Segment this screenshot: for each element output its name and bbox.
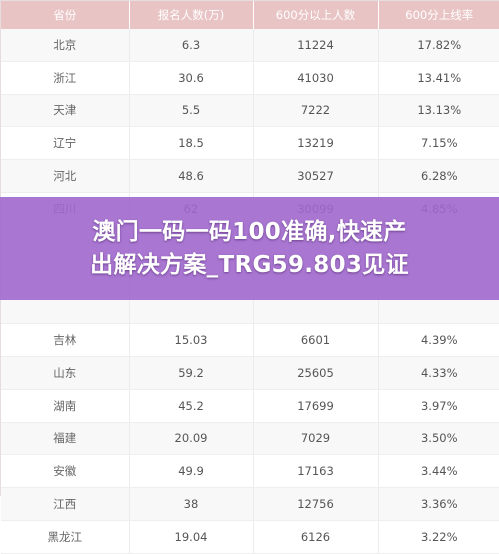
- cell-600-rate: 17.82%: [378, 29, 499, 62]
- cell-600-count: 6601: [253, 323, 379, 357]
- header-applicants: 报名人数(万): [129, 1, 254, 29]
- cell-applicants: 49.9: [129, 454, 254, 489]
- table-row: 北京 6.3 11224 17.82%: [1, 29, 499, 62]
- cell-applicants: 20.09: [129, 422, 254, 456]
- cell-600-count: 11224: [253, 29, 379, 62]
- table-header-row: 省份 报名人数(万) 600分以上人数 600分上线率: [1, 1, 499, 29]
- table-row: 湖南 45.2 17699 3.97%: [1, 389, 499, 423]
- cell-600-count: 7029: [253, 422, 379, 456]
- cell-province: 安徽: [1, 454, 130, 489]
- table-row: 河北 48.6 30527 6.28%: [1, 159, 499, 193]
- header-province: 省份: [1, 1, 130, 29]
- cell-600-rate: 3.44%: [378, 454, 499, 489]
- cell-600-count: 12756: [253, 487, 379, 521]
- cell-applicants: 30.6: [129, 61, 254, 95]
- table-row: 安徽 49.9 17163 3.44%: [1, 454, 499, 489]
- cell-province: 河北: [1, 159, 130, 193]
- table-row: 辽宁 18.5 13219 7.15%: [1, 126, 499, 161]
- cell-province: 山东: [1, 356, 130, 390]
- overlay-banner: 澳门一码一码100准确,快速产 出解决方案_TRG59.803见证: [0, 197, 499, 300]
- cell-600-rate: 13.41%: [378, 61, 499, 95]
- cell-600-count: 17699: [253, 389, 379, 423]
- header-600-count: 600分以上人数: [253, 1, 379, 29]
- cell-600-rate: 3.50%: [378, 422, 499, 456]
- cell-applicants: 15.03: [129, 323, 254, 357]
- cell-province: 吉林: [1, 323, 130, 357]
- cell-600-rate: 6.28%: [378, 159, 499, 193]
- cell-600-rate: 3.22%: [378, 520, 499, 554]
- cell-applicants: 38: [129, 487, 254, 521]
- table-row: 浙江 30.6 41030 13.41%: [1, 61, 499, 95]
- cell-province: 天津: [1, 94, 130, 128]
- cell-province: 辽宁: [1, 126, 130, 161]
- cell-600-count: 25605: [253, 356, 379, 390]
- banner-text-line-1: 澳门一码一码100准确,快速产: [92, 218, 407, 245]
- cell-province: 浙江: [1, 61, 130, 95]
- table-row: 福建 20.09 7029 3.50%: [1, 422, 499, 456]
- cell-600-rate: 7.15%: [378, 126, 499, 161]
- cell-province: 湖南: [1, 389, 130, 423]
- cell-600-count: 30527: [253, 159, 379, 193]
- cell-600-count: 41030: [253, 61, 379, 95]
- cell-600-rate: 13.13%: [378, 94, 499, 128]
- table-row: 江西 38 12756 3.36%: [1, 487, 499, 521]
- table-row: 山东 59.2 25605 4.33%: [1, 356, 499, 390]
- cell-applicants: 6.3: [129, 29, 254, 62]
- cell-600-rate: 4.33%: [378, 356, 499, 390]
- cell-600-count: 17163: [253, 454, 379, 489]
- cell-600-rate: 4.39%: [378, 323, 499, 357]
- cell-applicants: 48.6: [129, 159, 254, 193]
- cell-applicants: 19.04: [129, 520, 254, 554]
- cell-600-count: 6126: [253, 520, 379, 554]
- cell-applicants: 5.5: [129, 94, 254, 128]
- cell-province: 江西: [1, 487, 130, 521]
- cell-applicants: 45.2: [129, 389, 254, 423]
- header-600-rate: 600分上线率: [378, 1, 499, 29]
- table-row: 黑龙江 19.04 6126 3.22%: [1, 520, 499, 554]
- cell-600-count: 7222: [253, 94, 379, 128]
- cell-applicants: 18.5: [129, 126, 254, 161]
- cell-600-rate: 3.36%: [378, 487, 499, 521]
- cell-province: 北京: [1, 29, 130, 62]
- table-row: 天津 5.5 7222 13.13%: [1, 94, 499, 128]
- cell-600-rate: 3.97%: [378, 389, 499, 423]
- cell-applicants: 59.2: [129, 356, 254, 390]
- banner-text-line-2: 出解决方案_TRG59.803见证: [90, 251, 409, 278]
- cell-province: 黑龙江: [1, 520, 130, 554]
- cell-province: 福建: [1, 422, 130, 456]
- cell-600-count: 13219: [253, 126, 379, 161]
- table-row: 吉林 15.03 6601 4.39%: [1, 323, 499, 357]
